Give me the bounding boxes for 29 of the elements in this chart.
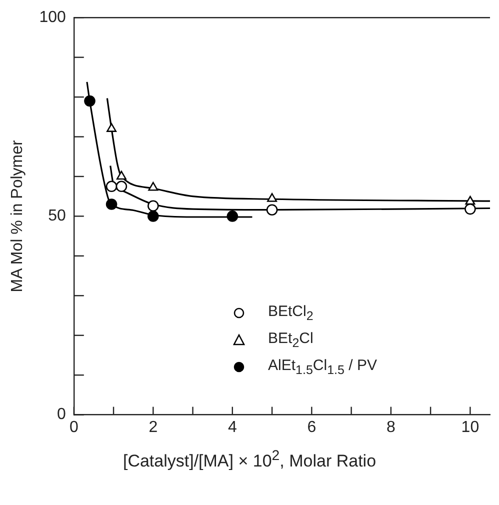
point <box>148 210 159 222</box>
x-axis-title: [Catalyst]/[MA] × 10$^{2}$, Molar Ratio <box>122 448 378 472</box>
y-tick-label: 50 <box>48 208 66 225</box>
x-tick-label: 2 <box>148 418 158 436</box>
point <box>84 95 96 107</box>
line-series <box>106 97 490 202</box>
point <box>106 180 118 192</box>
point <box>266 204 278 216</box>
x-tick-label: 4 <box>228 418 237 436</box>
x-tick-label: 6 <box>307 418 316 436</box>
x-tick-label: 0 <box>69 418 78 436</box>
legend-label: BEtCl$_{2}$ <box>268 303 314 324</box>
x-tick-label: 10 <box>461 418 480 436</box>
y-axis-title: MA Mol % in Polymer <box>9 140 26 292</box>
legend-label: BEt$_{2}$Cl <box>268 330 314 350</box>
point <box>106 123 117 132</box>
point <box>464 203 476 215</box>
point <box>148 182 158 191</box>
point <box>267 193 278 202</box>
point <box>465 196 476 205</box>
y-tick-label: 0 <box>56 406 66 424</box>
point <box>226 210 238 222</box>
point <box>106 198 118 210</box>
point <box>116 180 128 192</box>
y-tick-label: 100 <box>39 9 66 26</box>
point <box>116 170 126 180</box>
x-tick-label: 8 <box>386 418 396 436</box>
point <box>148 200 159 212</box>
legend-label: AlEt$_{1.5}$Cl$_{1.5}$ / PV <box>268 357 377 378</box>
